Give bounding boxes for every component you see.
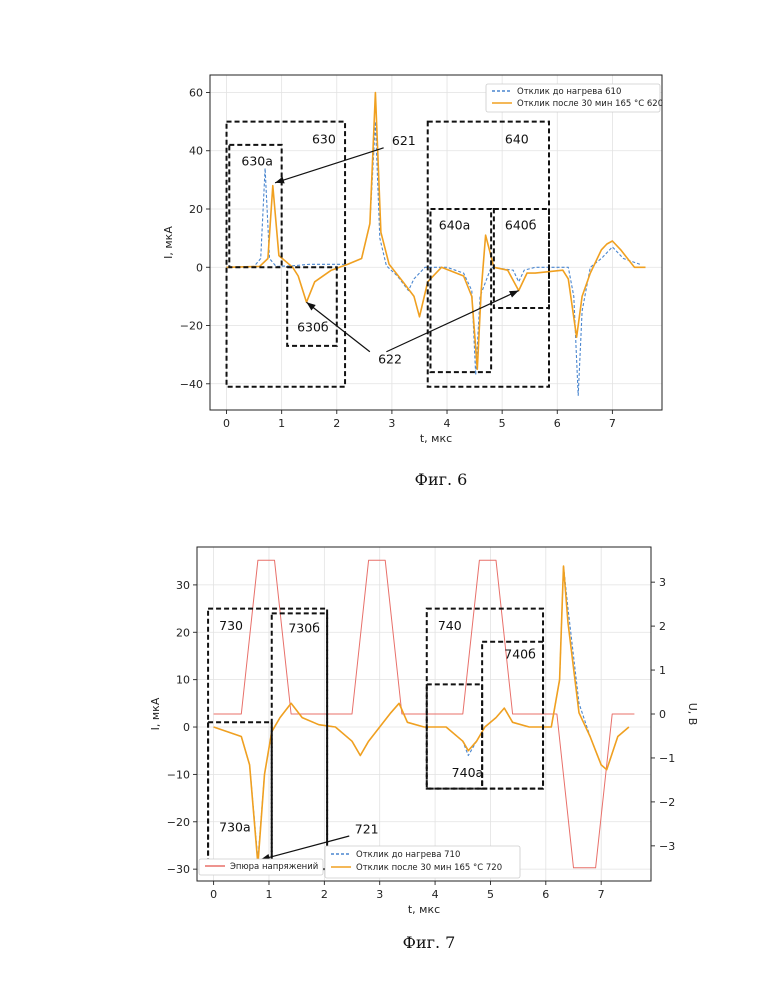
y2-tick-label: −1 [659, 752, 675, 765]
y2-axis-label: U, В [686, 703, 699, 726]
chart-fig7: 01234567−30−20−100102030−3−2−10123t, мкс… [149, 547, 699, 952]
annotation-label: 740 [438, 618, 462, 633]
legend-entry: Отклик до нагрева 710 [356, 850, 460, 860]
y2-tick-label: 2 [659, 620, 666, 633]
x-tick-label: 5 [499, 417, 506, 430]
y-tick-label: −40 [180, 378, 203, 391]
annotation-label: 640а [439, 217, 471, 232]
y2-tick-label: 1 [659, 664, 666, 677]
legend-entry: Отклик до нагрева 610 [517, 87, 621, 97]
y-tick-label: 30 [176, 579, 190, 592]
x-tick-label: 5 [487, 888, 494, 901]
y2-tick-label: −2 [659, 796, 675, 809]
x-tick-label: 6 [542, 888, 549, 901]
x-tick-label: 6 [554, 417, 561, 430]
annotation-label: 630 [312, 131, 336, 146]
annotation-label: 622 [378, 351, 402, 366]
annotation-label: 740б [504, 646, 536, 661]
x-tick-label: 2 [321, 888, 328, 901]
y-tick-label: 60 [189, 86, 203, 99]
figure-caption: Фиг. 7 [403, 933, 456, 952]
x-tick-label: 4 [444, 417, 451, 430]
y2-tick-label: −3 [659, 840, 675, 853]
x-tick-label: 3 [376, 888, 383, 901]
y-tick-label: −20 [180, 320, 203, 333]
annotation-label: 621 [392, 133, 416, 148]
x-axis-label: t, мкс [408, 903, 440, 916]
chart-fig6: 0 1 2 3 4 5 6 7 −40 −20 0 20 40 60 t, мкс I, мкА 630 630а… [162, 75, 663, 489]
y-tick-label: −20 [167, 816, 190, 829]
x-tick-label: 2 [333, 417, 340, 430]
y-tick-label: 20 [189, 203, 203, 216]
figure-canvas: 01234567−40−200204060t, мксI, мкА630630а… [0, 0, 780, 1008]
y-tick-label: −10 [167, 768, 190, 781]
x-tick-label: 0 [210, 888, 217, 901]
x-tick-label: 3 [388, 417, 395, 430]
y-tick-label: 0 [196, 261, 203, 274]
annotation-label: 730 [219, 618, 243, 633]
annotation-label: 630б [297, 319, 329, 334]
y-tick-label: 20 [176, 626, 190, 639]
x-axis-label: t, мкс [420, 432, 452, 445]
legend-entry: Отклик после 30 мин 165 °C 720 [356, 863, 502, 873]
annotation-label: 740а [452, 765, 484, 780]
y2-tick-label: 0 [659, 708, 666, 721]
y-axis-label: I, мкА [149, 697, 162, 730]
y-tick-label: −30 [167, 863, 190, 876]
x-tick-label: 7 [609, 417, 616, 430]
y-tick-label: 40 [189, 145, 203, 158]
legend-entry: Отклик после 30 мин 165 °C 620 [517, 99, 663, 109]
figure-caption: Фиг. 6 [415, 470, 468, 489]
y-tick-label: 10 [176, 674, 190, 687]
annotation-label: 640 [505, 131, 529, 146]
x-tick-label: 1 [278, 417, 285, 430]
y2-tick-label: 3 [659, 576, 666, 589]
annotation-label: 640б [505, 217, 537, 232]
y-tick-label: 0 [183, 721, 190, 734]
x-tick-label: 1 [265, 888, 272, 901]
annotation-label: 730б [288, 620, 320, 635]
annotation-label: 721 [355, 822, 379, 837]
y-axis-label: I, мкА [162, 226, 175, 259]
x-tick-label: 0 [223, 417, 230, 430]
x-tick-label: 7 [598, 888, 605, 901]
annotation-label: 630а [241, 153, 273, 168]
legend-entry: Эпюра напряжений [230, 862, 318, 872]
x-tick-label: 4 [432, 888, 439, 901]
annotation-label: 730а [219, 819, 251, 834]
